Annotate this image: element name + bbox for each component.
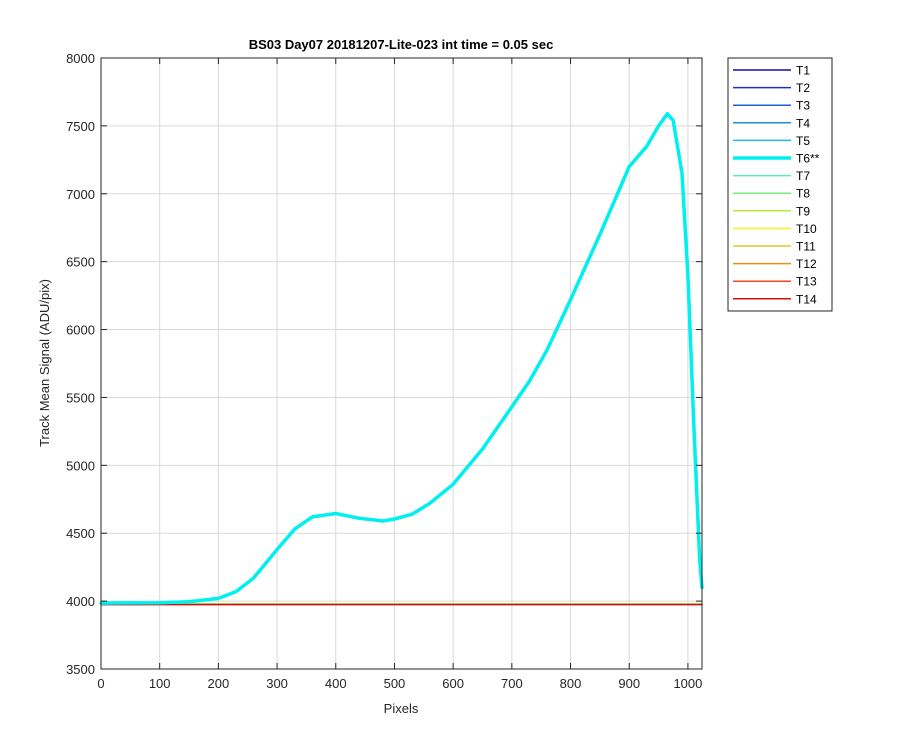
y-tick-label: 7000: [66, 187, 95, 202]
legend-label: T7: [796, 169, 810, 183]
legend-label: T5: [796, 134, 810, 148]
legend-label: T3: [796, 99, 810, 113]
axes-background: [101, 58, 702, 669]
legend-items: T1 T2 T3 T4 T5 T6** T7 T8 T9 T10 T11 T12 T13 T14: [733, 64, 820, 306]
y-tick-label: 4000: [66, 594, 95, 609]
y-tick-label: 8000: [66, 51, 95, 66]
x-tick-label: 800: [560, 676, 582, 691]
x-tick-label: 600: [442, 676, 464, 691]
axis-ticks: 0 100 200 300 400 500 600 700 800 900 1000 3500 4000…: [66, 51, 702, 691]
y-tick-label: 7500: [66, 119, 95, 134]
legend-label: T12: [796, 257, 817, 271]
y-axis-label: Track Mean Signal (ADU/pix): [37, 279, 52, 447]
series-line-t6: [99, 111, 704, 605]
legend-label: T14: [796, 292, 817, 306]
axes-frame: [100, 57, 703, 670]
chart-title: BS03 Day07 20181207-Lite-023 int time = …: [249, 37, 554, 52]
legend-label: T13: [796, 275, 817, 289]
legend-label: T11: [796, 240, 816, 254]
y-tick-label: 5000: [66, 458, 95, 473]
legend-label: T8: [796, 187, 810, 201]
legend-label: T10: [796, 222, 817, 236]
plot-area: 0 100 200 300 400 500 600 700 800 900 1000 3500 4000…: [66, 51, 704, 691]
x-tick-label: 200: [208, 676, 230, 691]
x-axis-label: Pixels: [384, 701, 419, 716]
series-lines: [99, 111, 704, 606]
x-tick-label: 900: [618, 676, 640, 691]
x-tick-label: 400: [325, 676, 347, 691]
legend-label: T1: [796, 64, 810, 78]
y-tick-label: 6000: [66, 323, 95, 338]
y-tick-label: 3500: [66, 662, 95, 677]
x-tick-label: 1000: [673, 676, 702, 691]
legend: T1 T2 T3 T4 T5 T6** T7 T8 T9 T10 T11 T12 T13 T14: [727, 57, 833, 312]
y-tick-label: 4500: [66, 526, 95, 541]
legend-label: T6**: [796, 152, 820, 166]
legend-label: T4: [796, 116, 810, 130]
x-tick-label: 300: [266, 676, 288, 691]
y-tick-label: 6500: [66, 255, 95, 270]
x-tick-label: 0: [97, 676, 104, 691]
grid-lines: [101, 58, 702, 669]
legend-label: T9: [796, 204, 810, 218]
x-tick-label: 100: [149, 676, 171, 691]
y-tick-label: 5500: [66, 390, 95, 405]
legend-label: T2: [796, 81, 810, 95]
x-tick-label: 700: [501, 676, 523, 691]
x-tick-label: 500: [384, 676, 406, 691]
legend-box: [727, 57, 833, 312]
